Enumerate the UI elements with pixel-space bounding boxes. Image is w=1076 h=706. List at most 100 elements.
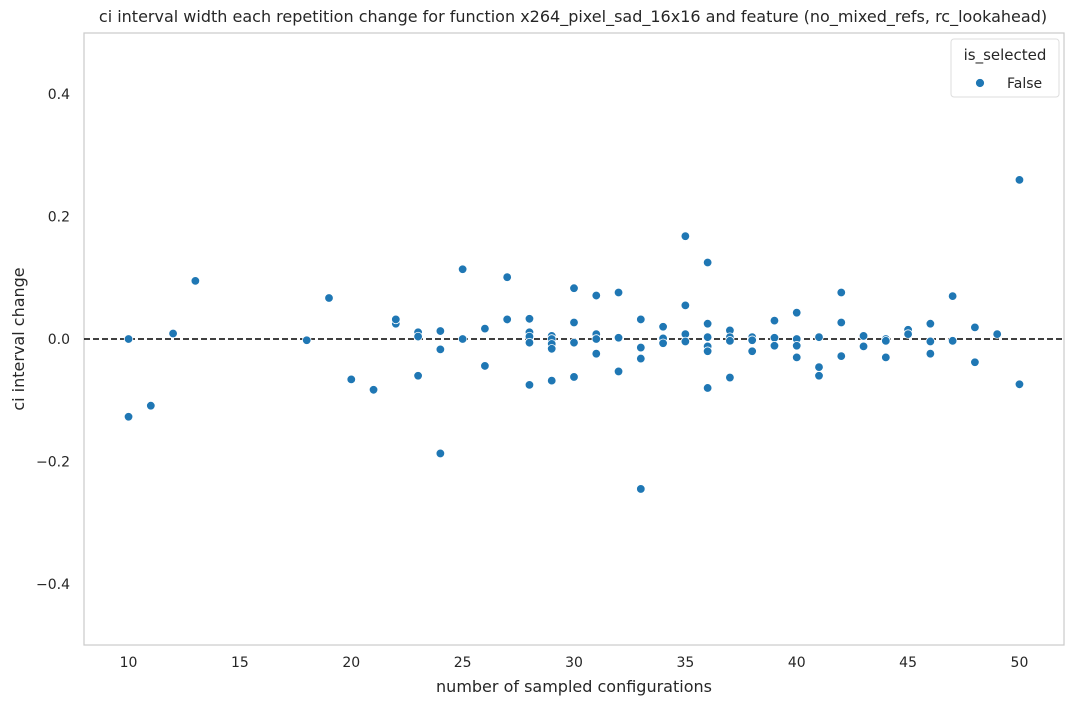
data-point xyxy=(970,322,980,333)
data-point xyxy=(457,334,468,344)
data-point xyxy=(190,276,201,286)
y-axis-title: ci interval change xyxy=(9,267,28,410)
data-point xyxy=(769,315,780,326)
y-tick-label: −0.2 xyxy=(36,454,70,470)
x-tick-label: 25 xyxy=(454,655,472,671)
data-point xyxy=(1014,379,1025,389)
data-point xyxy=(123,334,134,344)
data-point xyxy=(747,346,757,356)
data-point xyxy=(903,329,913,339)
data-point xyxy=(858,331,869,341)
data-point xyxy=(123,412,134,422)
y-tick-label: −0.4 xyxy=(36,577,70,593)
data-point xyxy=(413,331,423,342)
x-axis: 10 15 20 25 30 35 40 45 50 xyxy=(120,655,1029,671)
legend-title: is_selected xyxy=(964,46,1047,65)
data-point xyxy=(702,346,713,356)
data-point xyxy=(569,337,579,348)
data-point xyxy=(480,323,490,334)
data-point xyxy=(658,322,668,332)
data-point xyxy=(302,335,312,345)
data-point xyxy=(569,317,579,328)
x-tick-label: 45 xyxy=(899,655,917,671)
data-point xyxy=(925,319,936,329)
data-point xyxy=(702,383,713,393)
data-point xyxy=(792,341,802,351)
data-point xyxy=(502,314,512,325)
data-point xyxy=(636,484,646,494)
data-point xyxy=(591,290,601,301)
data-point xyxy=(435,326,446,336)
legend-marker-false xyxy=(975,78,985,88)
data-point xyxy=(836,317,846,328)
x-tick-label: 15 xyxy=(231,655,249,671)
data-point xyxy=(524,380,535,390)
data-point xyxy=(391,314,401,325)
data-point xyxy=(547,344,557,354)
data-point xyxy=(792,307,802,318)
data-point xyxy=(792,352,802,363)
y-tick-label: 0.2 xyxy=(48,210,70,226)
data-point xyxy=(836,287,846,298)
data-point xyxy=(680,231,691,241)
data-point xyxy=(925,336,936,347)
data-point xyxy=(524,337,535,348)
data-point xyxy=(1014,175,1025,185)
data-point xyxy=(725,336,735,346)
data-point xyxy=(992,329,1002,339)
x-tick-label: 30 xyxy=(565,655,583,671)
x-tick-label: 50 xyxy=(1011,655,1029,671)
legend: is_selected False xyxy=(950,38,1060,98)
x-tick-label: 10 xyxy=(120,655,138,671)
data-point xyxy=(947,336,958,346)
data-point xyxy=(524,314,535,324)
data-point xyxy=(146,401,156,411)
data-point xyxy=(858,341,869,352)
data-point xyxy=(814,332,824,342)
y-tick-label: 0.4 xyxy=(48,87,70,103)
data-point xyxy=(502,272,512,282)
data-point xyxy=(680,336,691,347)
data-point xyxy=(881,352,891,363)
data-point xyxy=(457,264,468,274)
data-point xyxy=(881,336,891,346)
data-point xyxy=(702,319,713,329)
y-axis: −0.4 −0.2 0.0 0.2 0.4 xyxy=(36,87,70,593)
data-point xyxy=(613,287,624,298)
data-point xyxy=(636,353,646,364)
data-point xyxy=(769,333,780,343)
data-point xyxy=(702,332,713,342)
data-point xyxy=(702,257,713,268)
x-tick-label: 20 xyxy=(342,655,360,671)
data-point xyxy=(569,372,579,382)
y-tick-label: 0.0 xyxy=(48,332,70,348)
data-point xyxy=(569,283,579,293)
data-point xyxy=(769,341,780,351)
points-layer xyxy=(123,175,1025,494)
data-point xyxy=(814,362,824,372)
data-point xyxy=(591,334,601,344)
data-point xyxy=(658,338,668,348)
data-point xyxy=(368,385,379,395)
data-point xyxy=(435,344,446,355)
data-point xyxy=(613,333,624,343)
x-tick-label: 40 xyxy=(788,655,806,671)
data-point xyxy=(747,335,757,345)
data-point xyxy=(636,314,646,325)
data-point xyxy=(613,366,624,377)
data-point xyxy=(168,328,178,339)
x-axis-title: number of sampled configurations xyxy=(436,677,712,696)
data-point xyxy=(591,348,601,359)
data-point xyxy=(925,348,936,359)
data-point xyxy=(435,448,446,459)
data-point xyxy=(480,361,490,371)
data-point xyxy=(725,372,735,383)
data-point xyxy=(324,293,334,303)
data-point xyxy=(836,351,846,361)
data-point xyxy=(413,371,423,381)
data-point xyxy=(547,375,557,386)
chart-title: ci interval width each repetition change… xyxy=(99,7,1047,27)
x-tick-label: 35 xyxy=(676,655,694,671)
